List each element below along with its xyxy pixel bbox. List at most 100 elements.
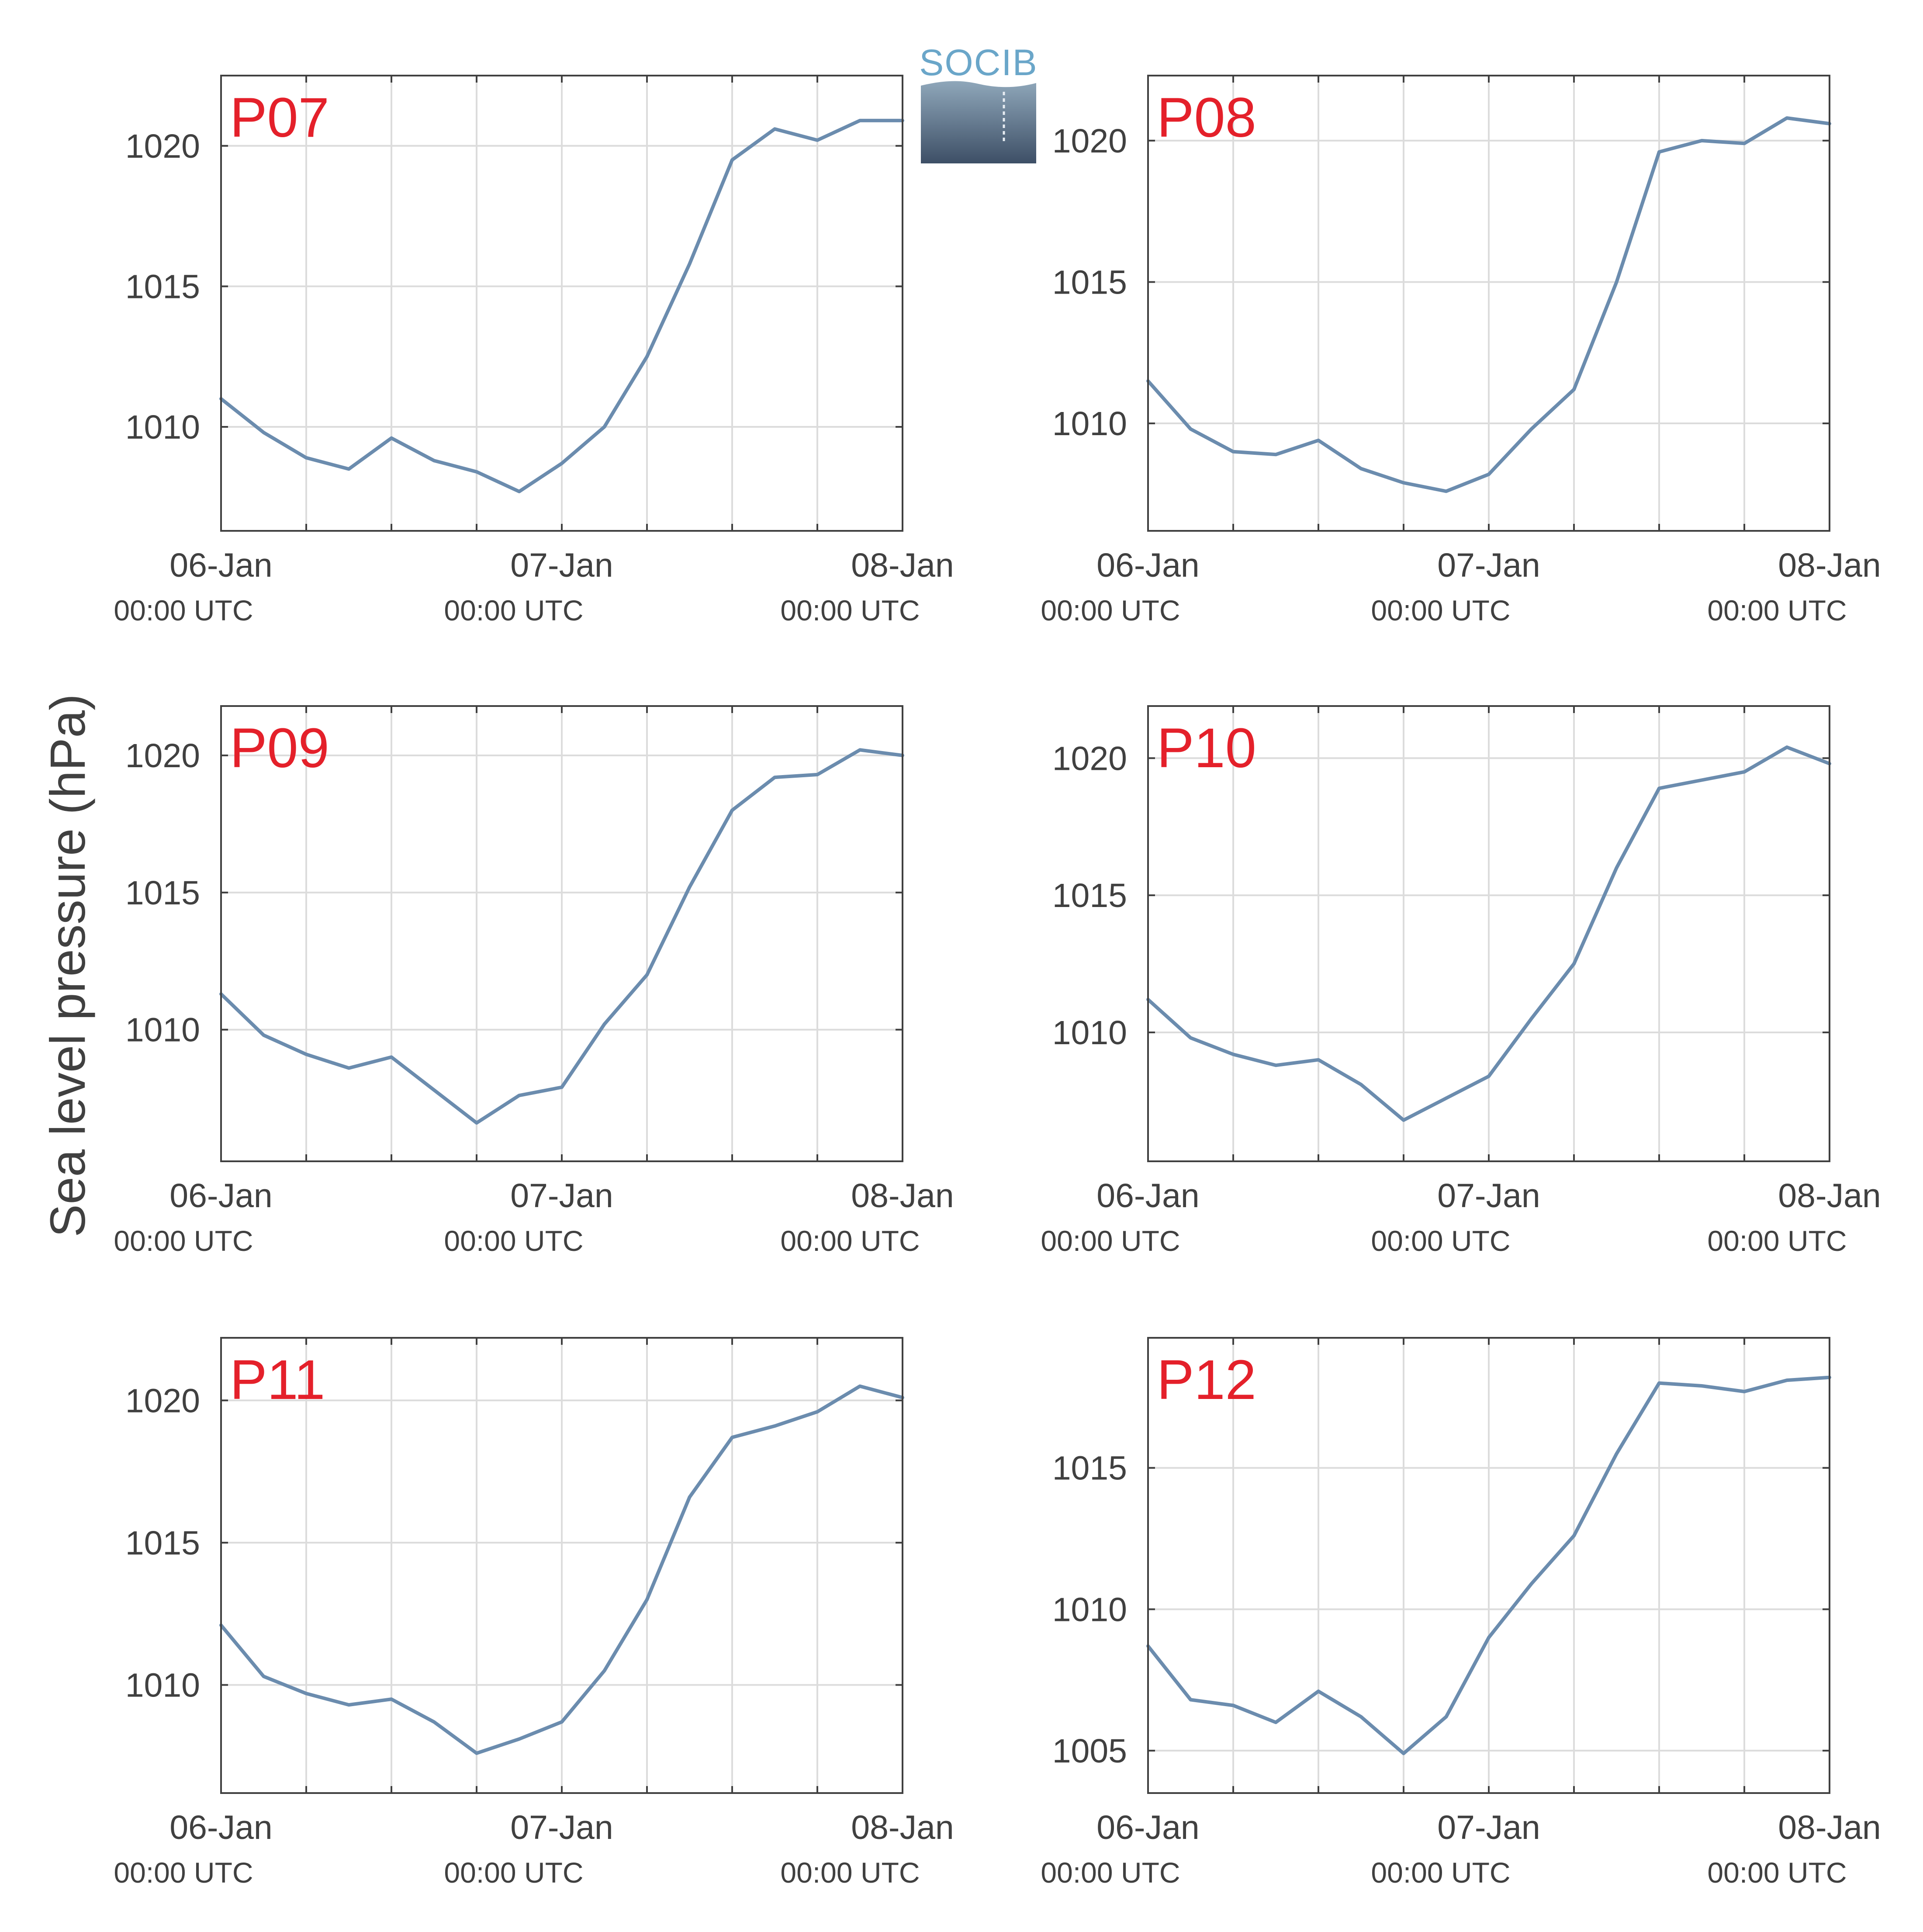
- x-tick-label-time: 00:00 UTC: [1707, 594, 1847, 627]
- data-point: [1658, 150, 1660, 153]
- data-point: [1573, 963, 1575, 966]
- data-point: [1232, 450, 1235, 453]
- x-tick-label-time: 00:00 UTC: [114, 1856, 253, 1889]
- data-point: [1487, 473, 1490, 476]
- x-tick-label-day: 06-Jan: [1096, 1809, 1199, 1846]
- data-point: [1402, 1752, 1405, 1755]
- y-tick-label: 1010: [125, 1011, 200, 1049]
- data-point: [603, 1023, 606, 1026]
- data-point: [475, 1752, 478, 1755]
- panel-label: P08: [1157, 87, 1256, 149]
- data-point: [731, 1436, 733, 1439]
- x-tick-label-day: 06-Jan: [1096, 547, 1199, 584]
- x-tick-label-day: 08-Jan: [851, 1809, 954, 1846]
- y-tick-label: 1015: [125, 1524, 200, 1562]
- socib-logo: SOCIB: [919, 42, 1037, 163]
- chart-panel-p09: 1010 1015 1020 06-Jan 00:00 UTC 07-Jan 00:00 U…: [114, 705, 954, 1257]
- data-point: [1232, 1053, 1235, 1056]
- data-point: [1317, 439, 1320, 442]
- data-point: [1700, 779, 1703, 782]
- data-point: [390, 436, 393, 440]
- chart-panel-p08: 1010 1015 1020 06-Jan 00:00 UTC 07-Jan 00:00 U…: [1041, 75, 1881, 627]
- x-tick-label-time: 00:00 UTC: [1371, 594, 1510, 627]
- data-point: [1232, 1704, 1235, 1707]
- panel-label: P09: [230, 717, 329, 779]
- axes-frame: [220, 705, 903, 1162]
- data-point: [858, 748, 861, 751]
- data-point: [816, 138, 819, 142]
- x-tick-label-day: 07-Jan: [1437, 1177, 1540, 1215]
- data-point: [603, 426, 606, 429]
- x-tick-label-time: 00:00 UTC: [1707, 1225, 1847, 1257]
- data-point: [305, 456, 308, 459]
- x-tick-label-day: 07-Jan: [510, 1177, 613, 1215]
- data-point: [1359, 467, 1363, 470]
- data-point: [773, 128, 776, 131]
- y-tick-label: 1020: [125, 1382, 200, 1420]
- data-point: [432, 1088, 436, 1091]
- data-point: [646, 355, 648, 358]
- socib-logo-graphic: SOCIB: [919, 42, 1037, 163]
- x-tick-label-time: 00:00 UTC: [1041, 1225, 1180, 1257]
- data-point: [432, 1721, 436, 1724]
- data-point: [305, 1692, 308, 1695]
- data-point: [1573, 388, 1575, 391]
- x-tick-label-time: 00:00 UTC: [780, 1856, 920, 1889]
- y-axis-title-text: Sea level pressure (hPa): [40, 694, 95, 1237]
- x-tick-label-time: 00:00 UTC: [444, 1856, 583, 1889]
- panel-label: P10: [1157, 717, 1256, 779]
- data-point: [1189, 428, 1192, 431]
- data-point: [1189, 1036, 1192, 1039]
- x-tick-label-time: 00:00 UTC: [780, 1225, 920, 1257]
- data-point: [1785, 1379, 1788, 1382]
- data-point: [1445, 1097, 1448, 1100]
- data-point: [1785, 117, 1788, 120]
- chart-panel-p12: 1005 1010 1015 06-Jan 00:00 UTC 07-Jan 00:00 U…: [1041, 1337, 1881, 1889]
- x-tick-label-day: 06-Jan: [169, 547, 272, 584]
- x-tick-label-day: 07-Jan: [510, 1809, 613, 1846]
- data-point: [390, 1698, 393, 1701]
- axes-frame: [220, 1337, 903, 1794]
- data-point: [858, 119, 861, 122]
- x-tick-label-time: 00:00 UTC: [114, 594, 253, 627]
- data-point: [347, 1066, 350, 1070]
- data-point: [773, 776, 776, 779]
- data-point: [560, 1086, 563, 1089]
- y-tick-label: 1015: [1052, 263, 1127, 301]
- data-point: [305, 1053, 308, 1056]
- data-point: [390, 1056, 393, 1059]
- panel-label: P12: [1157, 1349, 1256, 1411]
- chart-panel-p07: 1010 1015 1020 06-Jan 00:00 UTC 07-Jan 00:00 U…: [114, 75, 954, 627]
- data-point: [1743, 1390, 1746, 1393]
- data-point: [560, 1721, 563, 1724]
- data-point: [688, 262, 691, 265]
- x-tick-label-day: 07-Jan: [1437, 547, 1540, 584]
- x-tick-label-day: 08-Jan: [851, 547, 954, 584]
- data-point: [1189, 1698, 1192, 1701]
- y-tick-label: 1010: [125, 409, 200, 446]
- y-tick-label: 1020: [125, 737, 200, 775]
- data-point: [475, 470, 478, 473]
- y-tick-label: 1015: [1052, 1450, 1127, 1487]
- y-tick-label: 1020: [1052, 122, 1127, 160]
- chart-panel-p11: 1010 1015 1020 06-Jan 00:00 UTC 07-Jan 00:00 U…: [114, 1337, 954, 1889]
- data-point: [773, 1424, 776, 1427]
- y-tick-label: 1010: [1052, 1014, 1127, 1052]
- data-point: [1317, 1690, 1320, 1693]
- data-point: [858, 1385, 861, 1388]
- data-point: [1317, 1058, 1320, 1061]
- x-tick-label-day: 06-Jan: [169, 1809, 272, 1846]
- svg-text:SOCIB: SOCIB: [921, 44, 1036, 83]
- data-point: [603, 1669, 606, 1672]
- panel-label: P11: [230, 1349, 325, 1411]
- data-point: [731, 158, 733, 161]
- data-point: [646, 1598, 648, 1601]
- x-tick-label-day: 07-Jan: [1437, 1809, 1540, 1846]
- data-point: [560, 462, 563, 465]
- axes-frame: [1147, 75, 1830, 532]
- data-point: [1658, 1381, 1660, 1385]
- x-tick-label-time: 00:00 UTC: [1707, 1856, 1847, 1889]
- x-tick-label-time: 00:00 UTC: [1371, 1225, 1510, 1257]
- data-point: [475, 1122, 478, 1125]
- data-point: [1402, 481, 1405, 484]
